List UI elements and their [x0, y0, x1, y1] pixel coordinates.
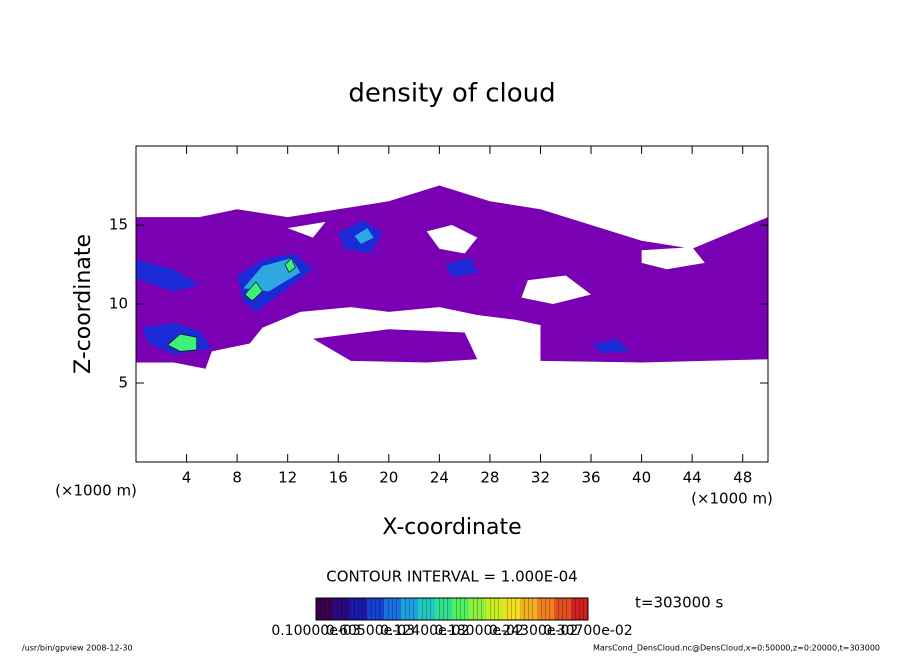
x-tick-label: 16 [329, 469, 348, 487]
contour-region [521, 275, 592, 304]
x-tick-label: 20 [379, 469, 398, 487]
contour-region [244, 281, 263, 302]
contour-region [287, 221, 326, 238]
y-tick-label: 15 [109, 216, 128, 234]
x-unit: (×1000 m) [55, 482, 137, 500]
contour-region [445, 258, 478, 278]
colorbar-label: 0.30700e-02 [543, 623, 632, 639]
x-tick-label: 12 [278, 469, 297, 487]
y-tick-label: 5 [118, 374, 128, 392]
contour-region [354, 228, 374, 244]
contour-interval: CONTOUR INTERVAL = 1.000E-04 [326, 568, 577, 586]
contour-region [167, 333, 197, 352]
footer: MarsCond_DensCloud.nc@DensCloud,x=0:5000… [593, 644, 880, 653]
contour-region [540, 319, 768, 363]
colorbar-label: 0.24300e-02 [489, 623, 578, 639]
contour-region [483, 319, 528, 336]
x-tick-label: 48 [733, 469, 752, 487]
colorbar-frame [315, 597, 589, 621]
colorbar-label: 0.12400e-02 [380, 623, 469, 639]
x-tick-label: 32 [531, 469, 550, 487]
colorbar-label: 0.60500e-03 [326, 623, 415, 639]
time-label: t=303000 s [635, 594, 723, 612]
contour-region [641, 247, 705, 270]
x-tick-label: 4 [182, 469, 192, 487]
x-axis-label: X-coordinate [382, 515, 521, 540]
colorbar-label: 0.10000e-03 [271, 623, 360, 639]
colorbar: 0.10000e-030.60500e-030.12400e-020.18000… [271, 597, 633, 639]
contour-region [136, 259, 200, 292]
contour-region [284, 257, 296, 273]
chart-title: density of cloud [348, 79, 555, 109]
x-unit: (×1000 m) [691, 490, 773, 508]
contour-region [426, 225, 478, 254]
x-tick-label: 40 [632, 469, 651, 487]
footer: /usr/bin/gpview 2008-12-30 [22, 644, 133, 653]
x-tick-label: 28 [480, 469, 499, 487]
x-tick-label: 8 [232, 469, 242, 487]
y-axis-label: Z-coordinate [71, 234, 96, 374]
contour-region [312, 329, 478, 363]
contour-region [591, 338, 629, 353]
x-tick-label: 36 [581, 469, 600, 487]
x-tick-label: 24 [430, 469, 449, 487]
colorbar-label: 0.18000e-02 [435, 623, 524, 639]
y-tick-label: 10 [109, 295, 128, 313]
x-tick-label: 44 [683, 469, 702, 487]
